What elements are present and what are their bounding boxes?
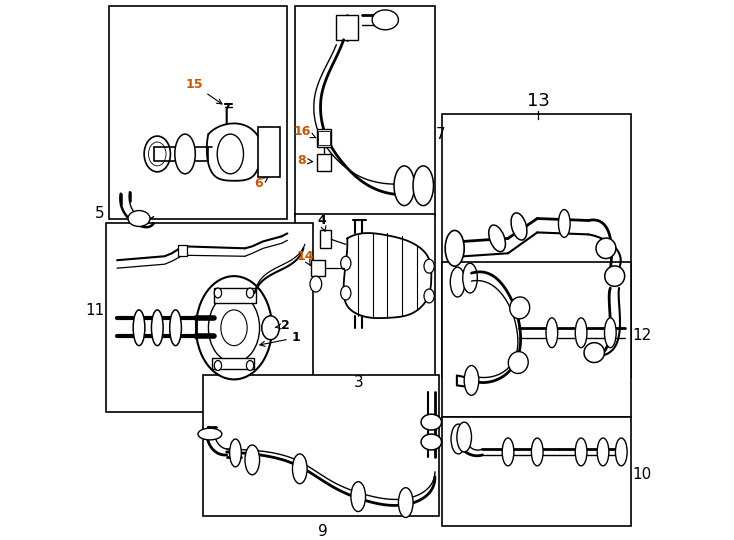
Ellipse shape	[151, 310, 163, 346]
Bar	[178, 245, 186, 256]
Ellipse shape	[341, 286, 351, 300]
Ellipse shape	[351, 482, 366, 511]
Ellipse shape	[217, 134, 244, 174]
Bar	[294, 6, 435, 215]
Ellipse shape	[214, 288, 222, 298]
Bar	[212, 357, 255, 369]
Bar	[214, 288, 256, 303]
Text: 8: 8	[298, 154, 313, 167]
Ellipse shape	[546, 318, 558, 348]
Ellipse shape	[502, 438, 514, 466]
Ellipse shape	[148, 142, 166, 166]
Bar	[319, 231, 331, 248]
Text: 1: 1	[260, 331, 300, 346]
Ellipse shape	[247, 361, 254, 370]
Bar	[109, 6, 287, 219]
Text: 14: 14	[296, 250, 313, 266]
Ellipse shape	[596, 238, 616, 259]
Bar	[442, 114, 631, 377]
Ellipse shape	[450, 267, 465, 297]
Ellipse shape	[394, 166, 415, 206]
Ellipse shape	[214, 361, 222, 370]
Text: 6: 6	[254, 177, 268, 190]
Ellipse shape	[421, 414, 442, 430]
Ellipse shape	[310, 276, 321, 292]
Ellipse shape	[464, 366, 479, 395]
Ellipse shape	[175, 134, 195, 174]
Ellipse shape	[421, 434, 442, 450]
Text: 7: 7	[436, 126, 446, 141]
Bar	[316, 154, 331, 171]
Ellipse shape	[462, 263, 477, 293]
Ellipse shape	[208, 293, 260, 362]
Ellipse shape	[559, 210, 570, 238]
Bar	[106, 224, 313, 412]
Ellipse shape	[372, 10, 399, 30]
Ellipse shape	[292, 454, 307, 484]
Ellipse shape	[511, 213, 527, 240]
Text: 5: 5	[95, 206, 105, 221]
Text: 16: 16	[294, 125, 316, 138]
Ellipse shape	[575, 438, 587, 466]
Text: 13: 13	[526, 92, 550, 110]
Ellipse shape	[424, 289, 435, 303]
Ellipse shape	[221, 310, 247, 346]
Ellipse shape	[605, 318, 616, 348]
Text: 2: 2	[275, 319, 289, 332]
Ellipse shape	[597, 438, 609, 466]
Bar	[316, 129, 331, 147]
Text: 11: 11	[85, 303, 105, 319]
Ellipse shape	[144, 136, 170, 172]
Bar	[442, 262, 631, 417]
Ellipse shape	[584, 343, 605, 362]
Ellipse shape	[262, 316, 280, 340]
Ellipse shape	[128, 211, 150, 226]
Ellipse shape	[245, 445, 260, 475]
Ellipse shape	[489, 225, 506, 252]
Text: 15: 15	[185, 78, 222, 104]
Ellipse shape	[170, 310, 181, 346]
Ellipse shape	[341, 256, 351, 270]
Bar	[258, 127, 280, 177]
Bar	[203, 375, 440, 516]
Text: 10: 10	[632, 467, 652, 482]
Ellipse shape	[508, 352, 528, 374]
Ellipse shape	[230, 439, 241, 467]
Bar	[310, 260, 325, 276]
Bar	[336, 15, 358, 40]
Ellipse shape	[451, 424, 465, 454]
Ellipse shape	[399, 488, 413, 517]
Ellipse shape	[531, 438, 543, 466]
Ellipse shape	[424, 259, 435, 273]
Text: 12: 12	[632, 328, 652, 343]
Ellipse shape	[196, 276, 272, 380]
Text: 3: 3	[354, 375, 364, 390]
Text: 4: 4	[317, 214, 326, 231]
Ellipse shape	[575, 318, 587, 348]
Text: 9: 9	[318, 524, 327, 539]
Ellipse shape	[198, 428, 222, 440]
Ellipse shape	[605, 266, 625, 286]
Bar	[294, 213, 435, 377]
Ellipse shape	[247, 288, 254, 298]
Ellipse shape	[615, 438, 627, 466]
Ellipse shape	[413, 166, 434, 206]
Ellipse shape	[509, 297, 530, 319]
Bar	[318, 131, 330, 145]
Ellipse shape	[133, 310, 145, 346]
Ellipse shape	[457, 422, 471, 452]
Ellipse shape	[446, 231, 464, 266]
Bar	[442, 417, 631, 526]
